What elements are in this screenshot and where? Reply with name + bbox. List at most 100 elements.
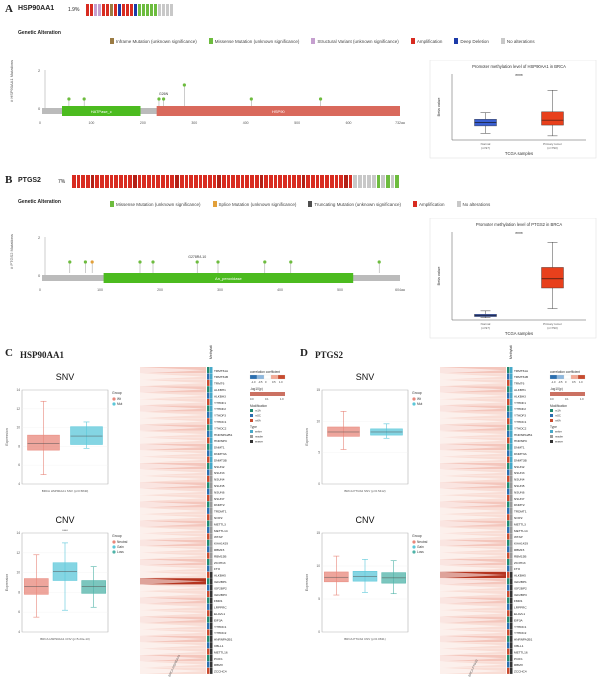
- legend-label: Missense Mutation (unknown significance): [116, 201, 201, 207]
- legend-item: Inframe Mutation (unknown significance): [110, 28, 197, 54]
- legend-item: Structural Variant (unknown significance…: [311, 28, 399, 54]
- heatmap-modification-bar: [507, 469, 510, 476]
- oncoprint-sample: [268, 175, 273, 188]
- expr-ytick: 15: [316, 388, 320, 392]
- oncoprint-sample: [114, 175, 118, 188]
- lollipop-xtick: 0: [39, 288, 41, 292]
- heatmap-modification-bar: [507, 443, 510, 450]
- heatmap-modification-bar: [207, 418, 210, 425]
- expr-legend-swatch: [412, 397, 416, 401]
- oncoprint-sample: [158, 4, 161, 16]
- legend-mod-swatch: [550, 419, 553, 422]
- heatmap-type-bar: [510, 603, 513, 610]
- panel-b-pct: 7%: [58, 179, 66, 185]
- heatmap-gene-label: YTHDF3: [514, 414, 526, 418]
- heatmap-modification-bar: [507, 629, 510, 636]
- oncoprint-sample: [273, 175, 278, 188]
- heatmap-gene-label: KIAA1429: [214, 542, 228, 546]
- box-group-label: (n=793): [547, 146, 557, 150]
- oncoprint-sample: [222, 175, 226, 188]
- legend-type-swatch: [550, 435, 553, 438]
- heatmap-modification-bar: [507, 379, 510, 386]
- heatmap-modification-bar: [507, 437, 510, 444]
- heatmap-gene-label: RBMX: [214, 663, 223, 667]
- heatmap-type-bar: [210, 450, 213, 457]
- mutation-dot: [67, 97, 71, 101]
- heatmap-cell-shade: [140, 367, 206, 374]
- heatmap-cell-shade: [440, 431, 506, 438]
- oncoprint-sample: [236, 175, 240, 188]
- heatmap-type-bar: [210, 623, 213, 630]
- heatmap-cell-shade: [140, 610, 206, 617]
- mutation-dot: [90, 260, 94, 264]
- heatmap-type-bar: [510, 597, 513, 604]
- expr-title: CNV: [355, 515, 374, 525]
- oncoprint-sample: [134, 4, 137, 16]
- heatmap-column-label: Methylation: [209, 345, 213, 359]
- expr-box-body: [352, 571, 378, 582]
- heatmap-gene-label: YTHDC1: [514, 420, 527, 424]
- box-group-label: (n=97): [481, 146, 490, 150]
- lollipop-ytick: 0: [38, 106, 41, 111]
- legend-swatch: [456, 201, 461, 207]
- heatmap-cell-shade: [140, 616, 206, 623]
- lollipop-ylabel: # HSP90AA1 Mutations: [9, 60, 14, 102]
- heatmap-modification-bar: [207, 437, 210, 444]
- heatmap-gene-label: FTO: [214, 567, 221, 571]
- heatmap-gene-label: TRMT61A: [214, 369, 229, 373]
- heatmap-type-bar: [510, 443, 513, 450]
- heatmap-cell-shade: [440, 424, 506, 431]
- heatmap-gene-label: HNRNPA2B1: [514, 433, 533, 437]
- heatmap-type-bar: [510, 495, 513, 502]
- heatmap-gene-label: FMR1: [214, 599, 223, 603]
- heatmap-type-bar: [210, 603, 213, 610]
- heatmap-gene-label: NSUN3: [214, 471, 225, 475]
- heatmap-modification-bar: [207, 552, 210, 559]
- heatmap-modification-bar: [507, 392, 510, 399]
- heatmap-type-bar: [210, 514, 213, 521]
- panel-a-legend: Inframe Mutation (unknown significance) M…: [110, 28, 600, 54]
- heatmap-modification-bar: [507, 507, 510, 514]
- oncoprint-sample: [357, 175, 362, 188]
- oncoprint-sample: [282, 175, 287, 188]
- heatmap-cell-shade: [140, 463, 206, 470]
- heatmap-cell-shade: [140, 578, 206, 585]
- heatmap-type-bar: [510, 629, 513, 636]
- heatmap-cell-shade: [140, 597, 206, 604]
- oncoprint-sample: [386, 175, 390, 188]
- heatmap-gene-label: METTL3: [214, 522, 226, 526]
- heatmap-modification-bar: [207, 488, 210, 495]
- oncoprint-sample: [175, 175, 179, 188]
- panel-c-letter: C: [5, 347, 13, 359]
- heatmap-cell-shade: [440, 533, 506, 540]
- heatmap-modification-bar: [207, 411, 210, 418]
- oncoprint-sample: [165, 175, 170, 188]
- panel-a-oncoprint: [86, 4, 174, 16]
- heatmap-cell-shade: [440, 642, 506, 649]
- heatmap-cell-shade: [440, 399, 506, 406]
- heatmap-cell-shade: [140, 456, 206, 463]
- legend-mod-swatch: [550, 414, 553, 417]
- heatmap-modification-bar: [207, 629, 210, 636]
- oncoprint-sample: [106, 4, 109, 16]
- box-ylabel: Beta value: [436, 97, 441, 117]
- expr-legend-label: Loss: [417, 550, 424, 554]
- heatmap-modification-bar: [207, 456, 210, 463]
- mutation-label: G278R/L10: [188, 255, 206, 259]
- oncoprint-sample: [231, 175, 236, 188]
- heatmap-gene-label: YTHDF2: [214, 407, 226, 411]
- heatmap-gene-label: YTHDC2: [514, 631, 527, 635]
- heatmap-type-bar: [510, 527, 513, 534]
- heatmap-cell-shade: [140, 648, 206, 655]
- heatmap-type-bar: [210, 507, 213, 514]
- panel-b-methylation-box: Promoter methylation level of PTGS2 in B…: [429, 218, 597, 339]
- heatmap-modification-bar: [207, 584, 210, 591]
- heatmap-cell-shade: [140, 603, 206, 611]
- heatmap-type-bar: [210, 443, 213, 450]
- heatmap-modification-bar: [207, 655, 210, 662]
- heatmap-type-bar: [510, 469, 513, 476]
- expr-legend-swatch: [412, 540, 416, 544]
- heatmap-cell-shade: [140, 418, 206, 425]
- expr-legend-label: Wt: [417, 397, 421, 401]
- legend-item: Truncating Mutation (unknown significanc…: [308, 197, 401, 211]
